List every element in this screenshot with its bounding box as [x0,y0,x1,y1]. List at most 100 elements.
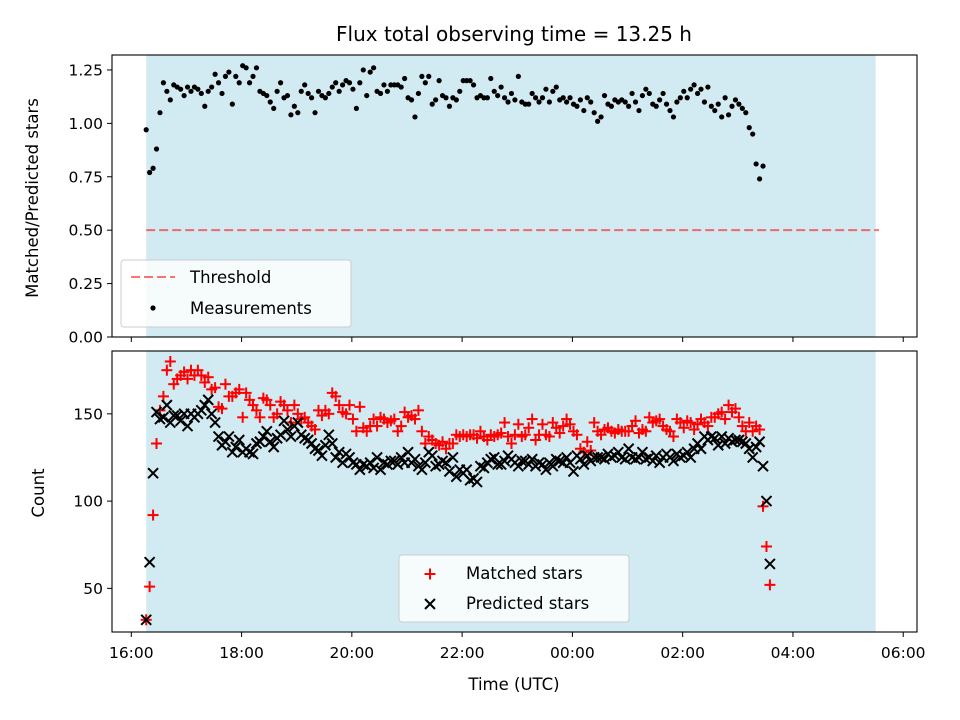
matched-star-point [536,418,548,430]
matched-star-point [409,413,421,425]
measurement-point [384,88,391,94]
measurement-point [588,99,594,105]
bottom-y-tick-label: 100 [73,493,103,511]
matched-star-point [543,431,555,443]
matched-star-point [505,438,517,450]
measurement-point [508,90,515,97]
measurement-point [150,165,156,171]
matched-star-point [254,411,266,423]
predicted-star-point [653,456,666,469]
measurement-point [560,95,566,101]
predicted-star-point [536,458,549,471]
predicted-star-point [140,614,152,626]
predicted-star-point [578,458,590,471]
predicted-star-point [181,420,194,432]
predicted-star-point [447,451,459,464]
measurement-point [336,88,342,94]
bottom-legend-box [398,554,630,623]
measurement-point [567,95,573,101]
predicted-star-point [374,463,387,476]
measurement-point [622,99,628,105]
matched-star-point [209,382,221,394]
measurement-point [322,95,328,101]
matched-star-point [412,404,424,416]
measurement-point [526,101,532,107]
measurement-point [219,90,225,97]
measurement-point [732,97,739,103]
top-legend: Threshold Measurements [120,259,352,328]
predicted-star-point [171,409,183,422]
measurement-point [167,97,173,103]
legend-threshold-label: Threshold [189,268,271,287]
predicted-star-point [336,456,349,469]
matched-star-point [237,411,249,423]
predicted-star-point [157,411,170,424]
predicted-star-point [233,434,245,446]
predicted-star-point [598,453,611,465]
predicted-star-point [581,450,593,462]
predicted-star-point [243,446,256,458]
matched-star-point [178,366,190,378]
measurement-point [184,84,191,90]
predicted-star-point [312,444,325,457]
legend-predicted-label: Predicted stars [466,594,589,613]
matched-star-point [723,399,735,411]
matched-star-point [437,436,449,448]
measurement-point [277,80,284,86]
measurement-point [705,84,711,90]
predicted-star-point [354,463,366,476]
measurement-point [329,84,335,90]
matched-star-point [764,579,776,591]
predicted-star-point [230,441,242,453]
predicted-star-point [554,455,566,467]
bottom-x-ticks: 16:00 18:00 20:00 22:00 00:00 02:00 04:00 06:00 [109,632,926,662]
measurement-point [264,92,270,99]
matched-star-point [264,399,276,411]
matched-star-point [685,417,697,429]
predicted-star-point [619,453,631,465]
matched-star-point [654,413,666,425]
measurement-point [584,95,590,101]
matched-star-point [588,417,600,429]
matched-star-point [333,399,345,411]
measurement-point [756,176,763,182]
predicted-star-point [168,409,180,422]
measurement-point [143,127,149,133]
measurement-point [505,99,511,105]
measurement-point [436,78,442,84]
predicted-star-point [357,458,369,471]
measurement-point [360,67,366,73]
matched-star-point [202,371,214,383]
predicted-star-point [267,441,280,453]
top-y-tick-label: 0.00 [68,329,103,347]
predicted-star-point [367,462,380,474]
matched-star-point [419,438,431,450]
measurement-point [550,88,556,94]
predicted-star-point [750,441,762,453]
measurement-point [684,95,690,101]
matched-star-point [447,438,459,450]
bottom-x-tick-label: 06:00 [881,644,926,662]
matched-star-point [219,378,231,390]
predicted-star-point [674,451,687,464]
measurement-point [532,95,539,101]
predicted-star-point [364,456,376,469]
measurement-point [674,99,680,105]
predicted-star-point [478,462,490,474]
matched-star-point [733,411,745,423]
measurement-point [694,90,701,97]
legend-measurements-swatch [150,305,156,311]
predicted-star-point [223,430,235,443]
predicted-star-point [757,460,769,472]
predicted-star-point [212,430,225,443]
top-y-ticks: 0.00 0.25 0.50 0.75 1.00 1.25 [68,61,112,347]
predicted-star-point [174,415,187,427]
top-y-tick-label: 1.00 [68,115,103,133]
matched-star-point [144,581,156,593]
measurement-point [701,99,708,105]
predicted-star-point [715,430,728,443]
predicted-star-point [443,465,456,478]
predicted-star-point [436,455,449,467]
predicted-star-point [247,448,259,460]
matched-star-point [729,403,741,415]
